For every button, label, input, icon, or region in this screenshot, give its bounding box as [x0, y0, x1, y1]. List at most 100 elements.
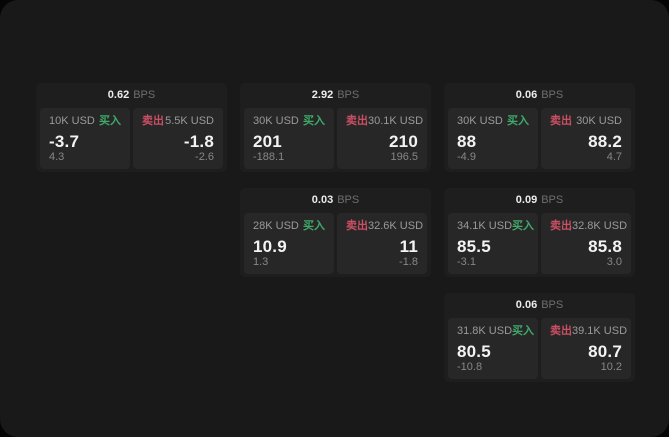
sell-sub-value: 4.7	[606, 150, 622, 163]
sell-panel[interactable]: 卖出 30K USD 88.2 4.7	[541, 108, 631, 169]
sell-amount: 32.8K USD	[572, 220, 628, 232]
sell-side-label: 卖出	[550, 220, 572, 232]
sell-panel[interactable]: 卖出 30.1K USD 210 196.5	[337, 108, 427, 169]
quote-card: 0.06 BPS 31.8K USD 买入 80.5 -10.8 卖出 39.1…	[444, 293, 635, 382]
buy-panel-top: 30K USD 买入	[457, 116, 529, 127]
buy-side-label: 买入	[303, 220, 325, 232]
sell-amount: 30K USD	[576, 115, 622, 127]
buy-sub-value: -4.9	[457, 150, 476, 163]
spread-unit-label: BPS	[133, 89, 156, 101]
spread-header: 0.09 BPS	[444, 188, 635, 211]
sell-panel[interactable]: 卖出 32.8K USD 85.8 3.0	[541, 213, 631, 274]
spread-header: 0.06 BPS	[444, 293, 635, 316]
buy-sub-value: -188.1	[253, 150, 285, 163]
buy-side-label: 买入	[512, 325, 535, 337]
buy-panel[interactable]: 30K USD 买入 88 -4.9	[448, 108, 538, 169]
quote-panels: 30K USD 买入 88 -4.9 卖出 30K USD 88.2 4.7	[444, 106, 635, 172]
spread-value: 0.06	[515, 89, 538, 101]
buy-price: 80.5	[457, 342, 491, 361]
buy-side-label: 买入	[99, 115, 121, 127]
buy-panel-top: 30K USD 买入	[253, 116, 325, 127]
spread-header: 0.06 BPS	[444, 83, 635, 106]
spread-header: 2.92 BPS	[240, 83, 431, 106]
buy-price: 201	[253, 132, 282, 151]
buy-price: -3.7	[49, 132, 80, 151]
spread-header: 0.62 BPS	[36, 83, 227, 106]
sell-sub-value: -2.6	[195, 150, 214, 163]
buy-price: 85.5	[457, 237, 491, 256]
buy-panel[interactable]: 28K USD 买入 10.9 1.3	[244, 213, 334, 274]
buy-amount: 31.8K USD	[457, 325, 513, 337]
quote-panels: 28K USD 买入 10.9 1.3 卖出 32.6K USD 11 -1.8	[240, 211, 431, 277]
buy-panel[interactable]: 10K USD 买入 -3.7 4.3	[40, 108, 130, 169]
quote-card: 2.92 BPS 30K USD 买入 201 -188.1 卖出 30.1K …	[240, 83, 431, 172]
buy-panel-top: 28K USD 买入	[253, 221, 325, 232]
sell-side-label: 卖出	[142, 115, 164, 127]
quote-card: 0.62 BPS 10K USD 买入 -3.7 4.3 卖出 5.5K USD…	[36, 83, 227, 172]
sell-panel[interactable]: 卖出 32.6K USD 11 -1.8	[337, 213, 427, 274]
quote-panels: 30K USD 买入 201 -188.1 卖出 30.1K USD 210 1…	[240, 106, 431, 172]
spread-value: 0.03	[311, 194, 334, 206]
spread-unit-label: BPS	[337, 194, 360, 206]
sell-price: 85.8	[588, 237, 622, 256]
buy-amount: 34.1K USD	[457, 220, 513, 232]
sell-price: 80.7	[588, 342, 622, 361]
buy-amount: 10K USD	[49, 115, 95, 127]
spread-value: 0.06	[515, 299, 538, 311]
spread-header: 0.03 BPS	[240, 188, 431, 211]
spread-unit-label: BPS	[541, 89, 564, 101]
buy-sub-value: -10.8	[457, 360, 483, 373]
spread-unit-label: BPS	[541, 299, 564, 311]
sell-panel-top: 卖出 5.5K USD	[142, 116, 214, 127]
quote-card: 0.03 BPS 28K USD 买入 10.9 1.3 卖出 32.6K US…	[240, 188, 431, 277]
sell-price: 88.2	[588, 132, 622, 151]
sell-panel-top: 卖出 30.1K USD	[346, 115, 423, 127]
sell-sub-value: 196.5	[390, 150, 418, 163]
spread-value: 0.09	[515, 194, 538, 206]
sell-side-label: 卖出	[346, 220, 368, 232]
sell-panel-top: 卖出 30K USD	[550, 116, 622, 127]
buy-sub-value: -3.1	[457, 255, 476, 268]
quote-card-grid: 0.62 BPS 10K USD 买入 -3.7 4.3 卖出 5.5K USD…	[36, 83, 635, 382]
sell-amount: 30.1K USD	[368, 115, 424, 127]
sell-panel-top: 卖出 32.6K USD	[346, 220, 423, 232]
sell-amount: 5.5K USD	[165, 115, 214, 127]
buy-panel[interactable]: 31.8K USD 买入 80.5 -10.8	[448, 318, 538, 379]
buy-side-label: 买入	[512, 220, 535, 232]
sell-sub-value: -1.8	[399, 255, 418, 268]
buy-panel[interactable]: 30K USD 买入 201 -188.1	[244, 108, 334, 169]
buy-price: 88	[457, 132, 477, 151]
sell-panel[interactable]: 卖出 39.1K USD 80.7 10.2	[541, 318, 631, 379]
buy-amount: 30K USD	[457, 115, 503, 127]
buy-panel-top: 31.8K USD 买入	[457, 325, 534, 337]
spread-value: 2.92	[311, 89, 334, 101]
spread-unit-label: BPS	[337, 89, 360, 101]
quote-panels: 10K USD 买入 -3.7 4.3 卖出 5.5K USD -1.8 -2.…	[36, 106, 227, 172]
buy-price: 10.9	[253, 237, 287, 256]
sell-sub-value: 3.0	[606, 255, 622, 268]
sell-side-label: 卖出	[346, 115, 368, 127]
sell-price: 11	[399, 237, 418, 256]
buy-panel-top: 10K USD 买入	[49, 116, 121, 127]
sell-amount: 32.6K USD	[368, 220, 424, 232]
spread-unit-label: BPS	[541, 194, 564, 206]
sell-panel-top: 卖出 39.1K USD	[550, 325, 627, 337]
buy-side-label: 买入	[507, 115, 529, 127]
sell-sub-value: 10.2	[600, 360, 622, 373]
buy-panel[interactable]: 34.1K USD 买入 85.5 -3.1	[448, 213, 538, 274]
quote-card: 0.06 BPS 30K USD 买入 88 -4.9 卖出 30K USD 8…	[444, 83, 635, 172]
sell-side-label: 卖出	[550, 325, 572, 337]
sell-panel-top: 卖出 32.8K USD	[550, 220, 627, 232]
buy-sub-value: 4.3	[49, 150, 65, 163]
quote-panels: 34.1K USD 买入 85.5 -3.1 卖出 32.8K USD 85.8…	[444, 211, 635, 277]
buy-amount: 30K USD	[253, 115, 299, 127]
sell-price: 210	[389, 132, 418, 151]
buy-amount: 28K USD	[253, 220, 299, 232]
buy-panel-top: 34.1K USD 买入	[457, 220, 534, 232]
buy-side-label: 买入	[303, 115, 325, 127]
quote-card: 0.09 BPS 34.1K USD 买入 85.5 -3.1 卖出 32.8K…	[444, 188, 635, 277]
sell-panel[interactable]: 卖出 5.5K USD -1.8 -2.6	[133, 108, 223, 169]
spread-value: 0.62	[107, 89, 130, 101]
sell-price: -1.8	[183, 132, 214, 151]
